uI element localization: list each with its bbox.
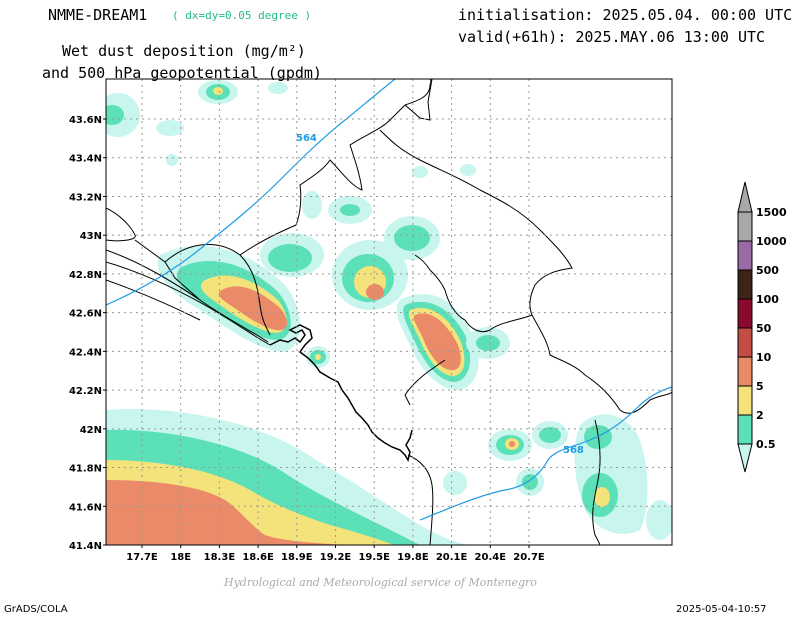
resolution-label: ( dx=dy=0.05 degree ) xyxy=(172,9,312,22)
legend-lower-arrow xyxy=(737,443,753,473)
dust-band-nw-10 xyxy=(218,286,288,331)
lon-tick-label: 17.7E xyxy=(126,552,158,563)
legend-swatch xyxy=(737,298,753,329)
map-frame xyxy=(105,78,673,546)
contour-label-564: 564 xyxy=(296,133,317,144)
lon-tick-label: 18E xyxy=(170,552,191,563)
dust-blob-bay-5 xyxy=(315,354,321,360)
lon-tick-label: 19.5E xyxy=(358,552,390,563)
dust-area-sw-10 xyxy=(106,480,345,545)
lat-tick-label: 42.8N xyxy=(69,270,102,281)
lat-tick-label: 41.6N xyxy=(69,502,102,513)
dust-blob-se2-2 xyxy=(539,427,561,443)
colorbar-legend: 0.5 2 5 10 50 100 500 1000 1500 xyxy=(737,181,787,473)
legend-level-label: 1500 xyxy=(756,206,787,219)
init-time: initialisation: 2025.05.04. 00:00 UTC xyxy=(458,6,793,24)
lat-tick-label: 42.6N xyxy=(69,309,102,320)
dust-blob-nw2-2 xyxy=(268,244,312,272)
legend-swatch xyxy=(737,327,753,358)
lat-tick-label: 43N xyxy=(80,231,102,242)
legend-level-label: 1000 xyxy=(756,235,787,248)
lat-tick-label: 43.2N xyxy=(69,192,102,203)
lon-tick-label: 20.1E xyxy=(436,552,468,563)
dust-blob-central-10 xyxy=(413,313,461,371)
legend-swatch xyxy=(737,269,753,300)
dust-blob-small-4 xyxy=(412,166,428,178)
credit-line: Hydrological and Meteorological service … xyxy=(224,576,537,589)
dust-blob-e-2 xyxy=(476,335,500,351)
graticule xyxy=(106,79,672,545)
lat-tick-label: 41.8N xyxy=(69,464,102,475)
contour-564 xyxy=(106,79,396,306)
lon-tick-label: 19.8E xyxy=(397,552,429,563)
dust-blob-nwcorner-2 xyxy=(106,105,124,125)
title-line-2: and 500 hPa geopotential (gpdm) xyxy=(42,64,322,82)
lon-tick-label: 20.7E xyxy=(513,552,545,563)
legend-level-label: 500 xyxy=(756,264,779,277)
legend-level-label: 100 xyxy=(756,293,779,306)
dust-blob-top-5 xyxy=(213,87,223,95)
lon-tick-label: 18.3E xyxy=(204,552,236,563)
dust-blob-n2-2 xyxy=(340,204,360,216)
lon-tick-label: 18.6E xyxy=(242,552,274,563)
longitude-labels: 17.7E 18E 18.3E 18.6E 18.9E 19.2E 19.5E 19.8E 20… xyxy=(126,545,545,563)
latitude-labels: 43.6N 43.4N 43.2N 43N 42.8N 42.6N 42.4N 42.2N 42… xyxy=(69,115,106,552)
legend-upper-arrow xyxy=(737,181,753,213)
created-timestamp: 2025-05-04-10:57 xyxy=(676,604,767,615)
dust-blob-mid-10 xyxy=(366,284,384,300)
lat-tick-label: 43.6N xyxy=(69,115,102,126)
legend-level-label: 0.5 xyxy=(756,438,776,451)
dust-blob-se3-2 xyxy=(522,474,538,490)
software-label: GrADS/COLA xyxy=(4,604,68,615)
title-line-1: Wet dust deposition (mg/m²) xyxy=(62,42,306,60)
dust-blob-small-2 xyxy=(166,154,178,166)
valid-time: valid(+61h): 2025.MAY.06 13:00 UTC xyxy=(458,28,766,46)
contour-label-568: 568 xyxy=(563,445,584,456)
country-borders xyxy=(106,79,672,545)
model-name: NMME-DREAM1 xyxy=(48,6,148,24)
legend-swatch xyxy=(737,414,753,445)
dust-blob-n-2 xyxy=(394,225,430,251)
legend-swatch xyxy=(737,385,753,416)
dust-blob-small-5 xyxy=(460,164,476,176)
legend-level-label: 50 xyxy=(756,322,772,335)
contour-568 xyxy=(419,386,672,521)
lon-tick-label: 18.9E xyxy=(281,552,313,563)
lat-tick-label: 42.4N xyxy=(69,347,102,358)
lat-tick-label: 41.4N xyxy=(69,541,102,552)
dust-area-se-low2 xyxy=(443,471,467,495)
dust-blob-small-1 xyxy=(156,120,184,136)
legend-swatch xyxy=(737,240,753,271)
dust-area-se-low3 xyxy=(646,500,672,540)
lon-tick-label: 19.2E xyxy=(320,552,352,563)
legend-swatch xyxy=(737,211,753,242)
lat-tick-label: 42N xyxy=(80,425,102,436)
dust-blob-small-6 xyxy=(302,191,322,219)
dust-blob-se1-10 xyxy=(509,441,515,447)
dust-blob-small-3 xyxy=(268,82,288,94)
lat-tick-label: 43.4N xyxy=(69,154,102,165)
lat-tick-label: 42.2N xyxy=(69,386,102,397)
legend-level-label: 5 xyxy=(756,380,764,393)
legend-level-label: 10 xyxy=(756,351,772,364)
dust-area-se-5 xyxy=(594,487,610,507)
lon-tick-label: 20.4E xyxy=(475,552,507,563)
dust-field xyxy=(106,79,672,545)
coastline xyxy=(269,324,413,462)
legend-level-label: 2 xyxy=(756,409,764,422)
legend-swatch xyxy=(737,356,753,387)
